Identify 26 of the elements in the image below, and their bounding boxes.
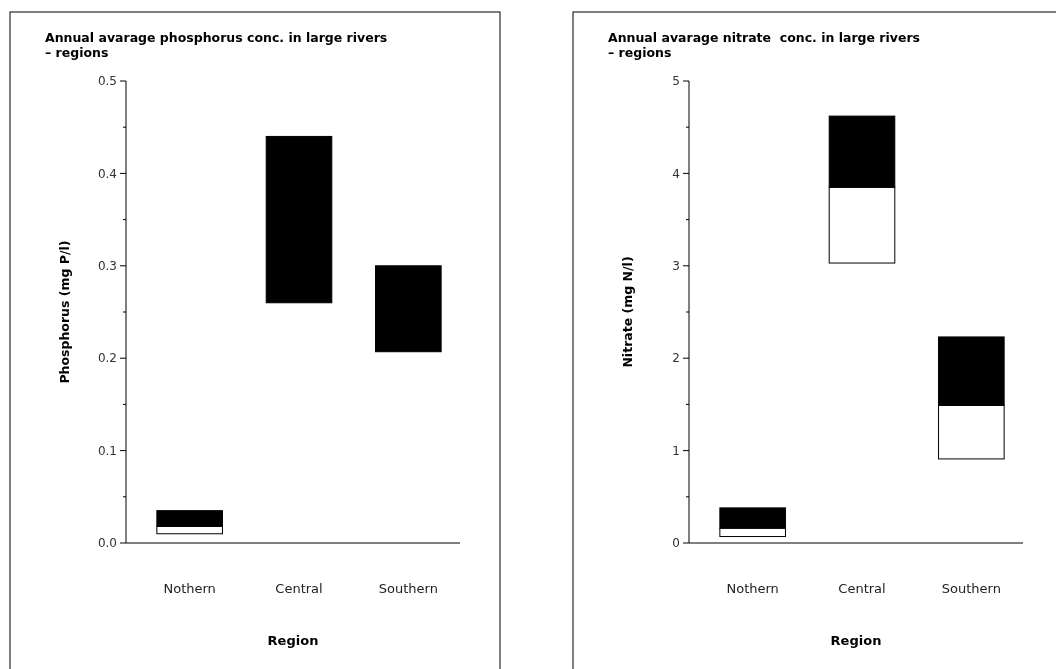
x-axis-title: Region <box>830 633 882 648</box>
y-tick-label: 5 <box>672 74 680 89</box>
chart-title: Annual avarage nitrate conc. in large rivers – regions <box>608 30 921 60</box>
x-tick-label: Southern <box>941 581 1001 596</box>
y-tick-label: 0.5 <box>97 74 117 89</box>
y-tick-label: 4 <box>672 166 680 181</box>
chart-title: Annual avarage phosphorus conc. in large rivers – regions <box>45 30 388 60</box>
y-tick-label: 0 <box>672 536 680 551</box>
x-axis-title: Region <box>267 633 319 648</box>
y-axis-title: Phosphorus (mg P/l) <box>57 240 72 384</box>
y-tick-label: 0.3 <box>97 259 117 273</box>
x-tick-label: Southern <box>378 581 438 596</box>
y-tick-label: 0.1 <box>97 443 117 458</box>
x-tick-label: Central <box>275 581 323 596</box>
x-tick-label: Nothern <box>163 581 216 596</box>
y-axis-title: Nitrate (mg N/l) <box>620 256 635 368</box>
x-tick-label: Central <box>838 581 886 596</box>
y-tick-label: 0.2 <box>97 351 117 366</box>
y-tick-label: 2 <box>672 351 680 366</box>
y-tick-label: 0.0 <box>97 536 117 551</box>
bar <box>375 265 442 353</box>
y-tick-label: 3 <box>672 259 680 273</box>
x-tick-label: Nothern <box>726 581 779 596</box>
bar <box>265 135 333 304</box>
y-tick-label: 0.4 <box>97 166 117 181</box>
y-tick-label: 1 <box>672 443 680 458</box>
